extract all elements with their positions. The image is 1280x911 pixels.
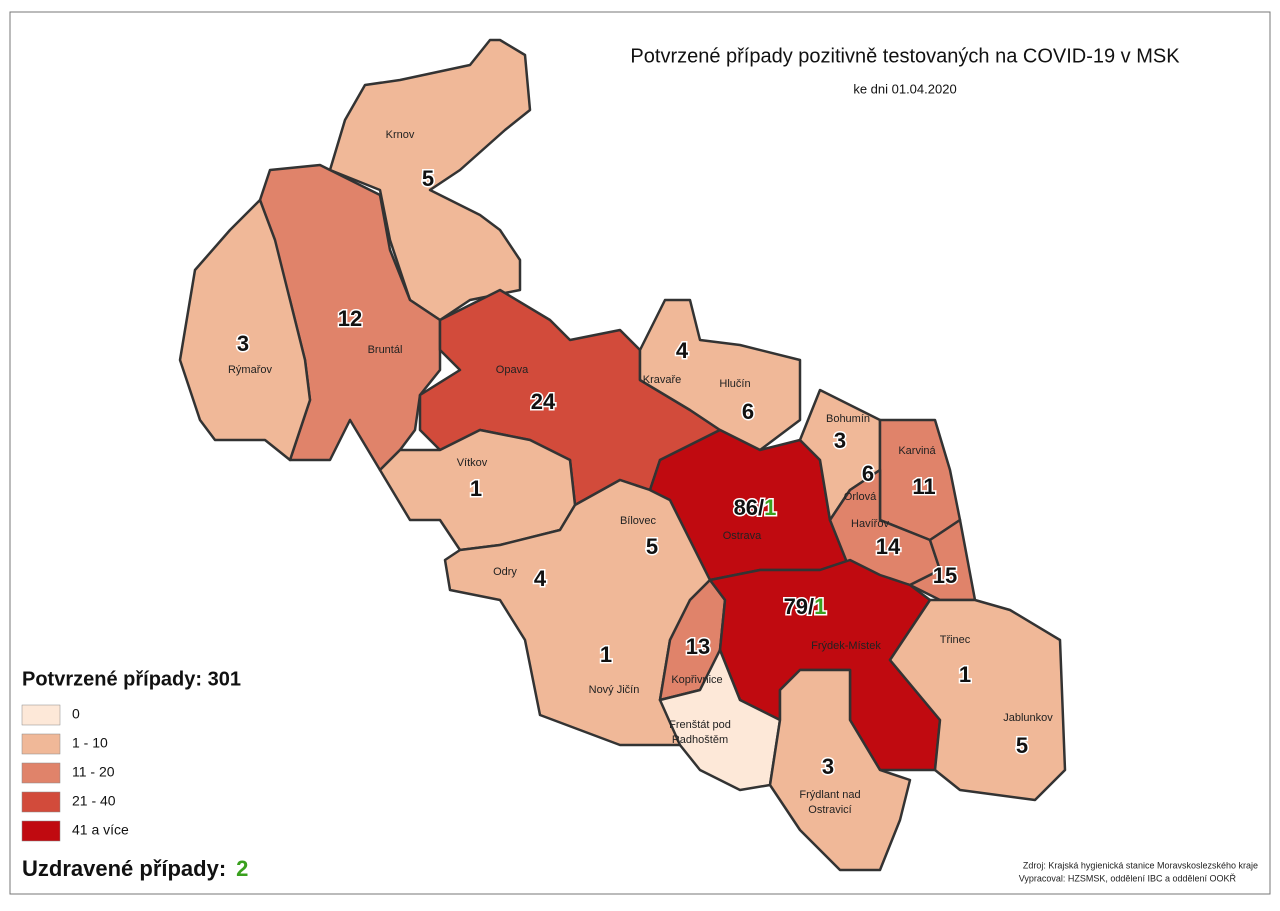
recovered-label: Uzdravené případy:	[22, 856, 226, 881]
cases-count: 79	[784, 594, 808, 619]
district-name: Bohumín	[826, 413, 870, 425]
district-cases: 3	[237, 331, 249, 356]
separator: /	[808, 594, 814, 619]
district-area	[888, 598, 1067, 802]
recovered-summary: Uzdravené případy: 2	[22, 856, 248, 881]
district-name: Rýmařov	[228, 364, 273, 376]
district-cases: 1	[470, 476, 482, 501]
district-cases: 13	[686, 634, 710, 659]
district-cases: 11	[912, 474, 935, 499]
district-name: Karviná	[898, 445, 936, 457]
legend-swatch	[21, 733, 61, 755]
district-cases: 24	[531, 389, 556, 414]
district-name: Vítkov	[457, 457, 488, 469]
source: Vypracoval: HZSMSK, oddělení IBC a odděl…	[1019, 873, 1237, 883]
district-area	[768, 668, 912, 872]
legend-title: Potvrzené případy: 301	[22, 668, 241, 690]
district-cases: 6	[742, 399, 754, 424]
district-name: Orlová	[844, 491, 877, 503]
district-cases: 6	[862, 461, 874, 486]
recovered-count: 1	[814, 594, 826, 619]
district-area	[178, 198, 312, 462]
district-name: Havířov	[851, 518, 889, 530]
separator: /	[758, 495, 764, 520]
district-area	[328, 38, 532, 322]
cases-count: 86	[734, 495, 758, 520]
district-cases: 3	[834, 428, 846, 453]
legend-label: 41 a více	[72, 822, 129, 838]
legend-swatch	[21, 820, 61, 842]
district-name: Ostravicí	[808, 804, 851, 816]
district-cases: 5	[1016, 733, 1028, 758]
legend-swatch	[21, 762, 61, 784]
legend-label: 0	[72, 706, 80, 722]
district-name: Hlučín	[719, 378, 750, 390]
district-name: Jablunkov	[1003, 712, 1053, 724]
district-cases: 5	[646, 534, 658, 559]
recovered-count: 1	[764, 495, 776, 520]
district-name: Nový Jičín	[589, 684, 640, 696]
legend-label: 1 - 10	[72, 735, 108, 751]
district-cases: 5	[422, 166, 434, 191]
legend: Potvrzené případy: 301 0 1 - 10 11 - 20 21 …	[21, 668, 248, 881]
district-cases: 15	[933, 563, 957, 588]
legend-label: 11 - 20	[72, 764, 115, 780]
district-cases: 1	[959, 662, 971, 687]
district-cases: 3	[822, 754, 834, 779]
districts	[178, 38, 1067, 872]
district-cases: 4	[534, 566, 547, 591]
district-cases: 86/1	[734, 495, 777, 520]
district-cases: 79/1	[784, 594, 827, 619]
legend-items: 0 1 - 10 11 - 20 21 - 40 41 a více	[21, 704, 129, 842]
district-name: Krnov	[386, 129, 415, 141]
district-area	[638, 298, 802, 452]
district-name: Bruntál	[368, 344, 403, 356]
district-name: Radhoštěm	[672, 734, 728, 746]
legend-swatch	[21, 791, 61, 813]
district-name: Kravaře	[643, 374, 682, 386]
district-name: Opava	[496, 364, 529, 376]
district-cases: 14	[876, 534, 901, 559]
district-cases: 1	[600, 642, 612, 667]
district-name: Ostrava	[723, 530, 762, 542]
subtitle: ke dni 01.04.2020	[853, 81, 956, 96]
district-name: Odry	[493, 566, 517, 578]
district-name: Třinec	[940, 634, 971, 646]
district-name: Kopřivnice	[671, 674, 722, 686]
district-name: Frýdlant nad	[799, 789, 860, 801]
labels: Krnov 5 Bruntál 12 Rýmařov 3 Opava 24 Kr…	[228, 129, 1053, 816]
district-name: Frenštát pod	[669, 719, 731, 731]
recovered-value: 2	[236, 856, 248, 881]
legend-swatch	[21, 704, 61, 726]
legend-label: 21 - 40	[72, 793, 116, 809]
district-name: Frýdek-Místek	[811, 640, 881, 652]
district-cases: 12	[338, 306, 362, 331]
district-cases: 4	[676, 338, 689, 363]
district-name: Bílovec	[620, 515, 657, 527]
title: Potvrzené případy pozitivně testovaných …	[630, 45, 1180, 67]
frame	[9, 11, 1271, 895]
source: Zdroj: Krajská hygienická stanice Moravs…	[1023, 860, 1258, 870]
